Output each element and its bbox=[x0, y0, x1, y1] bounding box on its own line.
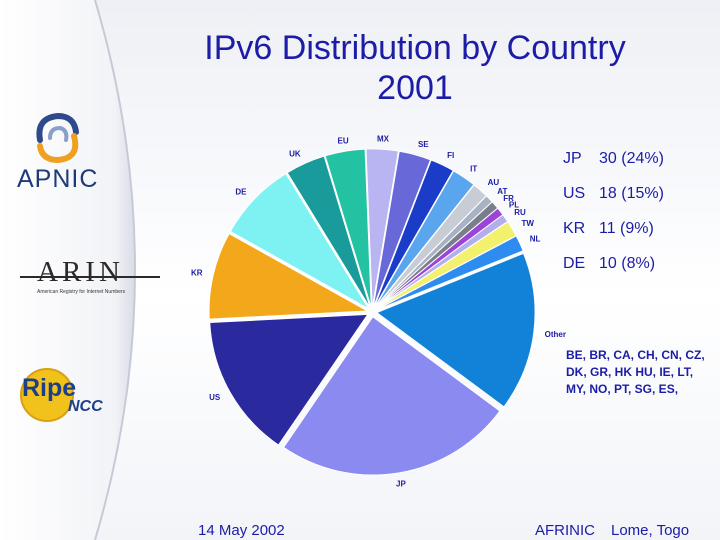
pie-slice-mx bbox=[365, 148, 399, 308]
pie-slice-de bbox=[229, 173, 370, 310]
apnic-logo-text: APNIC bbox=[17, 165, 99, 193]
slide-title: IPv6 Distribution by Country 2001 bbox=[180, 28, 650, 108]
title-line-2: 2001 bbox=[377, 69, 453, 107]
stat-row-kr: KR 11 (9%) bbox=[563, 218, 664, 253]
ripe-ncc-logo-text: NCC bbox=[68, 398, 103, 415]
pie-label-jp: JP bbox=[396, 480, 406, 489]
footer-date: 14 May 2002 bbox=[198, 522, 285, 539]
pie-label-fr: FR bbox=[503, 194, 514, 203]
pie-slice-nl bbox=[376, 235, 524, 311]
arin-logo-text: ARIN bbox=[37, 256, 124, 288]
stat-code: DE bbox=[563, 255, 586, 272]
pie-slice-fi bbox=[373, 159, 454, 308]
pie-label-fi: FI bbox=[447, 151, 454, 160]
ripe-logo-text: Ripe bbox=[22, 374, 77, 402]
arin-logo-rule bbox=[20, 276, 160, 278]
pie-label-nl: NL bbox=[530, 235, 541, 244]
stat-value: 10 (8%) bbox=[599, 255, 656, 272]
pie-slice-us bbox=[209, 314, 369, 446]
pie-label-it: IT bbox=[470, 164, 477, 173]
pie-slice-jp bbox=[283, 316, 501, 476]
pie-label-pl: PL bbox=[509, 201, 519, 210]
footer-org-place: AFRINIC Lome, Togo bbox=[535, 522, 705, 539]
stat-code: US bbox=[563, 185, 586, 202]
top-country-stats: JP 30 (24%) US 18 (15%) KR 11 (9%) DE 10 (8%… bbox=[563, 148, 664, 288]
pie-label-au: AU bbox=[488, 178, 500, 187]
stat-code: KR bbox=[563, 220, 586, 237]
pie-label-eu: EU bbox=[338, 136, 349, 145]
pie-label-tw: TW bbox=[521, 219, 534, 228]
pie-label-mx: MX bbox=[377, 134, 390, 143]
ripe-ncc-logo-icon bbox=[20, 368, 74, 422]
stat-row-jp: JP 30 (24%) bbox=[563, 148, 664, 183]
pie-slice-other bbox=[376, 252, 536, 408]
pie-slice-uk bbox=[286, 155, 371, 308]
pie-label-uk: UK bbox=[289, 149, 301, 158]
pie-slice-eu bbox=[324, 148, 372, 308]
pie-label-de: DE bbox=[235, 187, 247, 196]
other-countries-list: BE, BR, CA, CH, CN, CZ, DK, GR, HK HU, I… bbox=[566, 348, 705, 396]
stat-row-us: US 18 (15%) bbox=[563, 183, 664, 218]
stat-value: 11 (9%) bbox=[599, 220, 654, 237]
stat-code: JP bbox=[563, 150, 582, 167]
pie-label-kr: KR bbox=[191, 268, 203, 277]
footer-place: Lome, Togo bbox=[611, 522, 690, 539]
pie-label-us: US bbox=[209, 393, 221, 402]
pie-slice-se bbox=[372, 150, 431, 308]
stat-value: 30 (24%) bbox=[599, 150, 664, 167]
footer-org: AFRINIC bbox=[535, 522, 595, 539]
arin-logo-tagline: American Registry for Internet Numbers bbox=[37, 289, 126, 295]
apnic-logo-icon bbox=[36, 112, 79, 164]
pie-label-ru: RU bbox=[514, 208, 526, 217]
stat-row-de: DE 10 (8%) bbox=[563, 253, 664, 288]
pie-label-se: SE bbox=[418, 140, 429, 149]
title-line-1: IPv6 Distribution by Country bbox=[204, 29, 626, 67]
pie-label-at: AT bbox=[497, 187, 507, 196]
pie-label-other: Other bbox=[545, 330, 566, 339]
pie-slice-it bbox=[374, 170, 475, 309]
stat-value: 18 (15%) bbox=[599, 185, 664, 202]
pie-slice-kr bbox=[208, 233, 369, 320]
pie-slice-tw bbox=[376, 221, 517, 310]
